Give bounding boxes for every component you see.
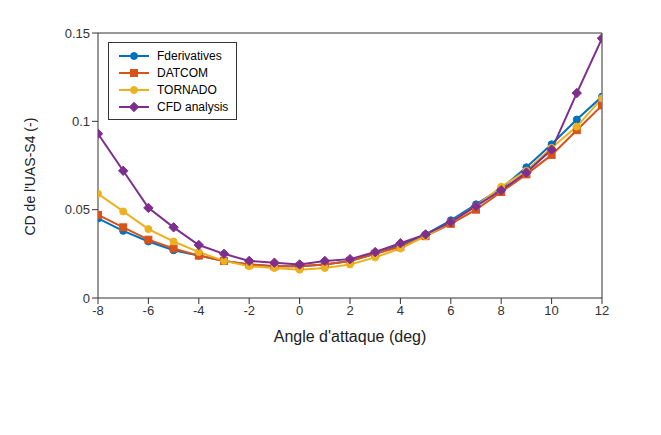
html-text:Fderivatives: Fderivatives <box>157 48 222 63</box>
svg-text:-2: -2 <box>243 303 255 318</box>
svg-text:12: 12 <box>595 303 609 318</box>
html-text:TORNADO: TORNADO <box>157 82 217 97</box>
svg-text:2: 2 <box>346 303 353 318</box>
svg-text:0.1: 0.1 <box>72 114 90 129</box>
svg-text:0: 0 <box>83 291 90 306</box>
svg-text:0.15: 0.15 <box>65 26 90 41</box>
html-text:DATCOM: DATCOM <box>157 65 209 80</box>
svg-text:6: 6 <box>447 303 454 318</box>
svg-text:-6: -6 <box>143 303 155 318</box>
svg-text:-4: -4 <box>193 303 205 318</box>
svg-text:8: 8 <box>498 303 505 318</box>
svg-text:4: 4 <box>397 303 404 318</box>
svg-text:CD de l'UAS-S4 (-): CD de l'UAS-S4 (-) <box>22 118 38 236</box>
svg-text:0: 0 <box>296 303 303 318</box>
svg-text:0.05: 0.05 <box>65 202 90 217</box>
svg-text:10: 10 <box>544 303 558 318</box>
svg-text:-8: -8 <box>92 303 104 318</box>
html-text:CFD analysis: CFD analysis <box>157 99 229 114</box>
svg-text:Angle d'attaque (deg): Angle d'attaque (deg) <box>274 328 427 345</box>
